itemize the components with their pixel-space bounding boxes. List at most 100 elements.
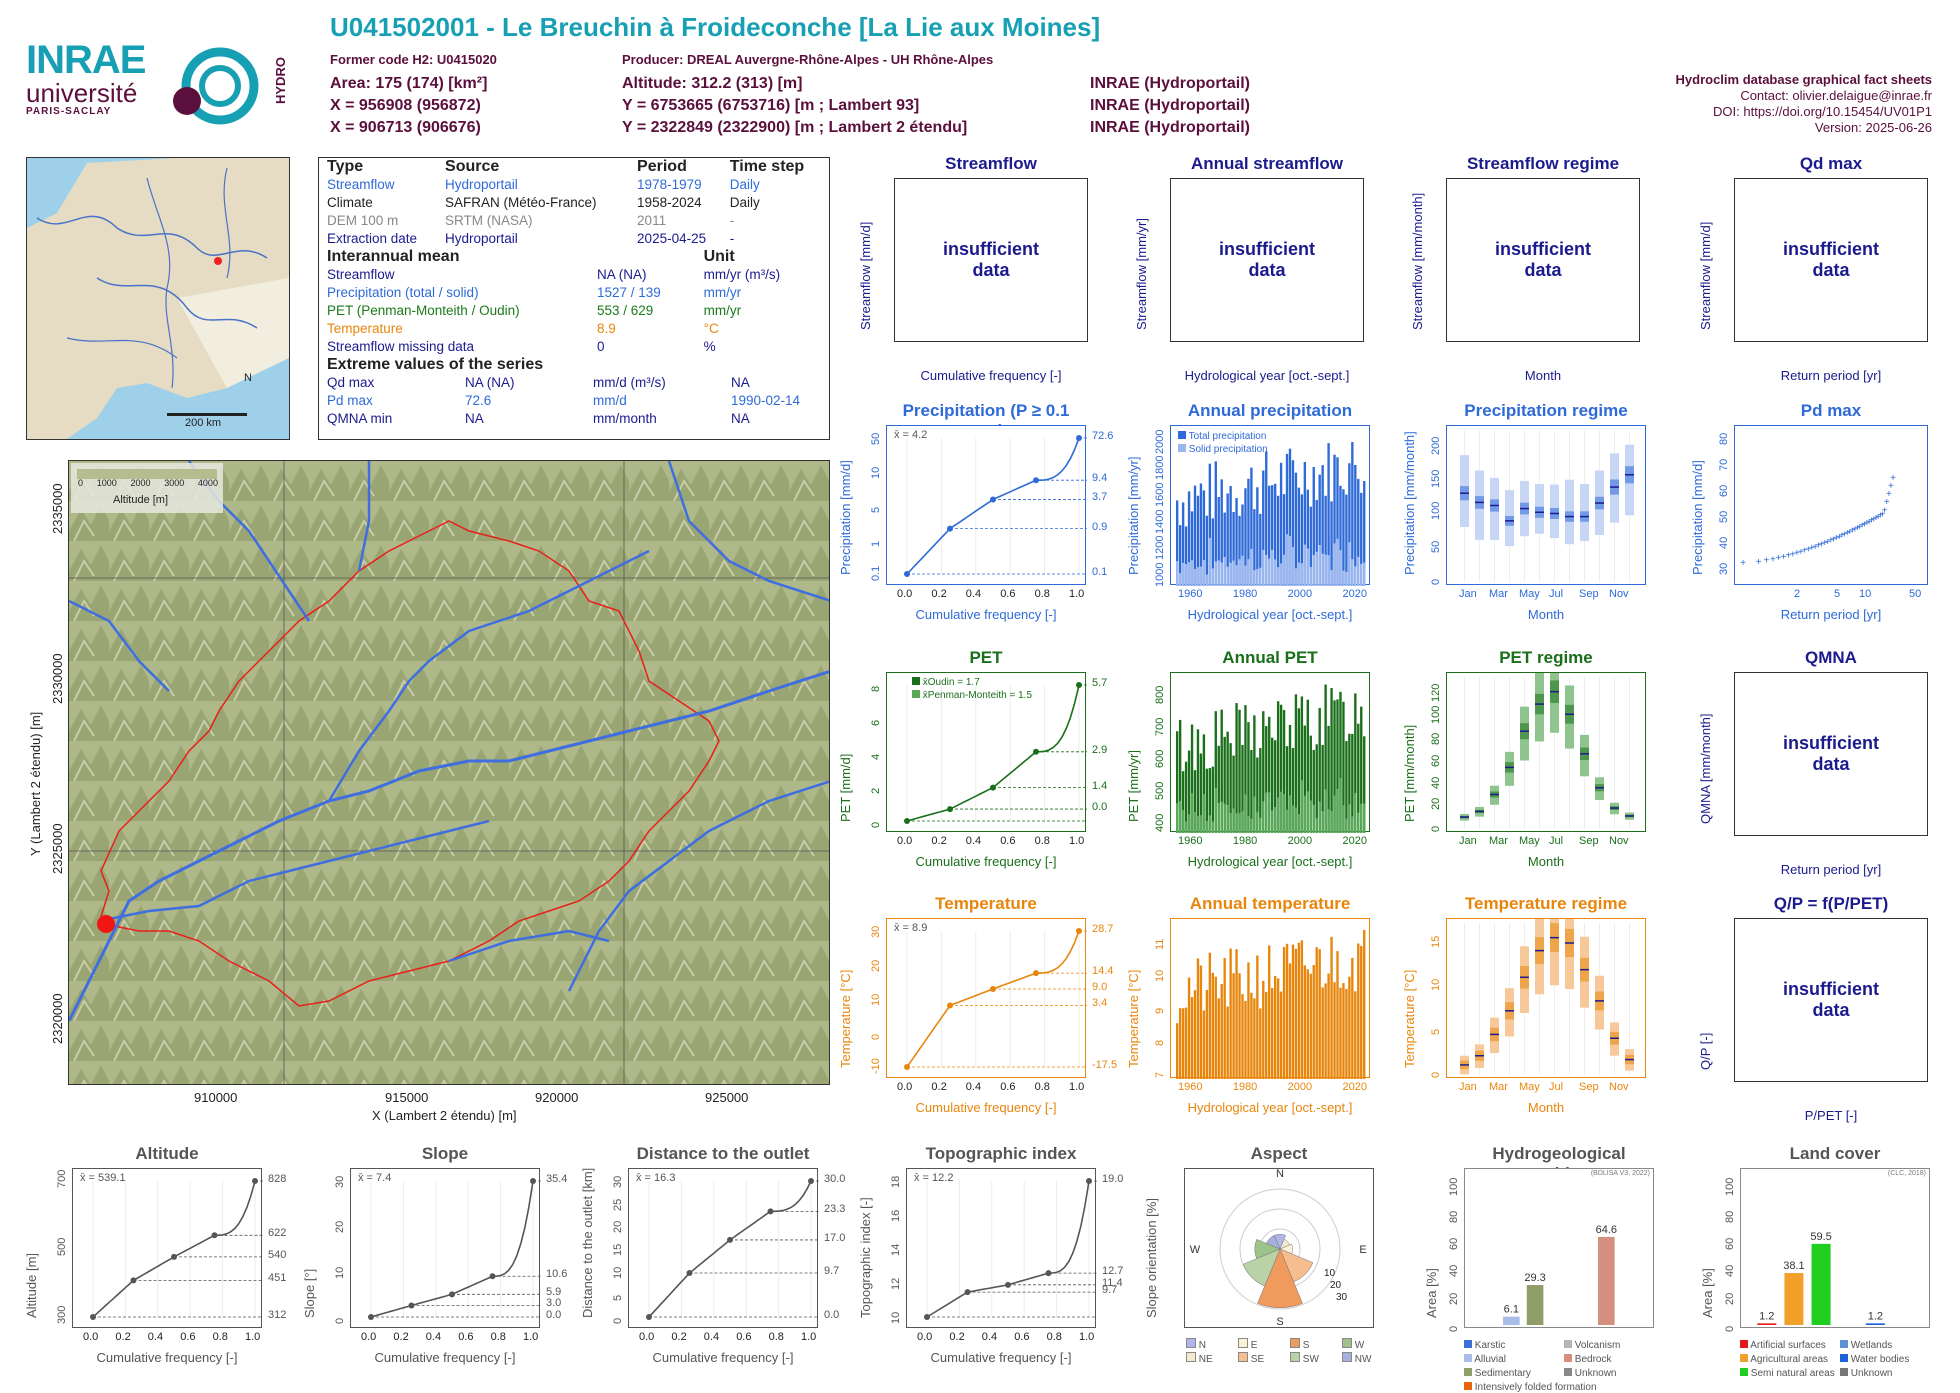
aspect-sector-SW bbox=[1242, 1248, 1281, 1287]
producer: Producer: DREAL Auvergne-Rhône-Alpes - U… bbox=[622, 52, 994, 67]
annual_temp-xtick: 1960 bbox=[1178, 1081, 1203, 1093]
hydro-logo: HYDRO bbox=[165, 46, 288, 128]
annual_precip-bar bbox=[1181, 502, 1185, 586]
annual_precip-bar bbox=[1217, 496, 1220, 586]
pd-max-point: + bbox=[1764, 556, 1770, 567]
locator-map: 200 km N bbox=[26, 157, 290, 440]
annual_pet-bar-secondary bbox=[1294, 807, 1298, 833]
annual_pet-bar bbox=[1306, 699, 1309, 833]
pet-point bbox=[1033, 748, 1039, 755]
precip-xtick: 0.4 bbox=[965, 588, 982, 600]
temp-point bbox=[904, 1064, 910, 1070]
hydrogeo-legend-item: Intensively folded formation bbox=[1464, 1382, 1597, 1393]
hydrogeo-ytick: 80 bbox=[1448, 1210, 1460, 1223]
annual_precip-xtick: 2000 bbox=[1287, 588, 1313, 600]
annual_precip-bar-secondary bbox=[1193, 569, 1197, 586]
precip_regime-plot bbox=[1446, 425, 1646, 585]
slope-point bbox=[368, 1314, 374, 1320]
annual_precip-bar bbox=[1268, 485, 1271, 586]
pd-max-point: + bbox=[1854, 523, 1860, 534]
topo-xtick: 1.0 bbox=[1079, 1331, 1095, 1343]
annual_pet-bar-secondary bbox=[1211, 821, 1214, 833]
annual_temp-bar bbox=[1211, 972, 1214, 1079]
precip-ytick: 1 bbox=[870, 540, 882, 547]
distance-point bbox=[727, 1236, 733, 1243]
annual_pet-bar bbox=[1288, 724, 1292, 833]
altitude-legend-title: Altitude [m] bbox=[113, 494, 169, 506]
slope-xtick: 0.0 bbox=[361, 1331, 377, 1343]
slope-xtick: 0.2 bbox=[393, 1331, 409, 1343]
aspect-sector-W bbox=[1254, 1239, 1281, 1259]
topo-ytick: 10 bbox=[890, 1311, 902, 1324]
landcover-legend-item: Agricultural areas bbox=[1740, 1354, 1828, 1365]
annual_temp-bar bbox=[1181, 1008, 1185, 1079]
annual_pet-bar bbox=[1205, 768, 1209, 833]
precip_regime-xtick: Jan bbox=[1459, 588, 1477, 600]
annual_precip-bar bbox=[1193, 485, 1197, 586]
annual_pet-bar-secondary bbox=[1262, 801, 1265, 833]
annual_pet-bar bbox=[1321, 744, 1324, 833]
annual_precip-bar bbox=[1276, 495, 1280, 586]
annual_pet-bar-secondary bbox=[1196, 815, 1200, 833]
annual_temp-bar bbox=[1232, 973, 1235, 1079]
annual_pet-bar bbox=[1217, 745, 1220, 833]
annual_pet-plot bbox=[1170, 672, 1370, 833]
qd_max-ylabel: Streamflow [mm/d] bbox=[1698, 221, 1713, 330]
annual_pet-ylabel: PET [mm/yr] bbox=[1126, 750, 1141, 822]
pd-max-point: + bbox=[1880, 509, 1886, 520]
precip-curve bbox=[906, 437, 1080, 575]
extreme-table: Extreme values of the series Qd max NA (N… bbox=[327, 356, 801, 426]
annual-precip-legend: Total precipitation Solid precipitation bbox=[1178, 430, 1268, 456]
pd-max-point: + bbox=[1756, 557, 1762, 568]
distance-curve bbox=[648, 1180, 812, 1318]
pd-max-point: + bbox=[1859, 521, 1865, 532]
annual_precip-bar bbox=[1244, 488, 1247, 586]
annual_pet-bar-secondary bbox=[1333, 795, 1336, 833]
temp_regime-xtick: Sep bbox=[1579, 1081, 1599, 1093]
annual_pet-bar bbox=[1342, 701, 1345, 833]
topo-quantile-label: 19.0 bbox=[1102, 1173, 1124, 1185]
annual_pet-bar-secondary bbox=[1217, 802, 1220, 833]
annual_temp-bar bbox=[1235, 949, 1238, 1079]
annual_temp-bar bbox=[1294, 948, 1298, 1079]
annual_precip-ytick: 1600 bbox=[1154, 482, 1166, 507]
annual_temp-bar bbox=[1306, 969, 1309, 1079]
annual_temp-bar bbox=[1282, 947, 1286, 1079]
temp-ylabel: Temperature [°C] bbox=[838, 969, 853, 1068]
annual_pet-bar bbox=[1202, 734, 1206, 833]
annual_pet-bar-secondary bbox=[1309, 800, 1312, 833]
temp-xtick: 0.0 bbox=[897, 1081, 913, 1093]
temp-xtick: 0.6 bbox=[1000, 1081, 1016, 1093]
temp-point bbox=[1033, 970, 1039, 977]
temp_regime-svg bbox=[1460, 896, 1634, 1075]
annual_precip-bar-secondary bbox=[1342, 570, 1345, 586]
annual_temp-bar bbox=[1327, 973, 1330, 1079]
annual_pet-bar bbox=[1309, 735, 1312, 833]
annual_temp-bar bbox=[1303, 965, 1307, 1079]
altitude-point bbox=[130, 1277, 137, 1284]
slope-xlabel: Cumulative frequency [-] bbox=[374, 1350, 516, 1365]
annual_pet-bar bbox=[1336, 699, 1339, 833]
annual_precip-bar-secondary bbox=[1211, 568, 1214, 586]
slope-mean: x̄ = 7.4 bbox=[358, 1172, 392, 1184]
annual_pet-bar-secondary bbox=[1184, 821, 1188, 833]
topo-quantile-label: 12.7 bbox=[1102, 1265, 1124, 1278]
landcover-ytick: 20 bbox=[1724, 1292, 1736, 1305]
pd-max-point: + bbox=[1770, 554, 1776, 565]
landcover-value-label: 1.2 bbox=[1759, 1310, 1774, 1322]
topo-mean: x̄ = 12.2 bbox=[914, 1172, 954, 1184]
annual_temp-bar bbox=[1291, 944, 1295, 1079]
annual_pet-bar-secondary bbox=[1291, 805, 1295, 833]
altitude-svg bbox=[90, 1178, 263, 1320]
topo-svg bbox=[924, 1178, 1097, 1320]
topo-xtick: 0.4 bbox=[981, 1331, 998, 1343]
pd_max-ytick: 40 bbox=[1718, 536, 1730, 549]
altitude-point bbox=[90, 1314, 96, 1320]
annual_precip-ytick: 1000 bbox=[1154, 562, 1166, 587]
pet_regime-xlabel: Month bbox=[1527, 854, 1565, 869]
precip-svg bbox=[904, 435, 1087, 577]
precip_regime-xtick: May bbox=[1519, 588, 1540, 600]
annual_precip-bar-secondary bbox=[1324, 554, 1327, 586]
annual_pet-bar-secondary bbox=[1256, 811, 1259, 833]
source-table: Type Source Period Time step Streamflow Hydr… bbox=[327, 158, 805, 246]
